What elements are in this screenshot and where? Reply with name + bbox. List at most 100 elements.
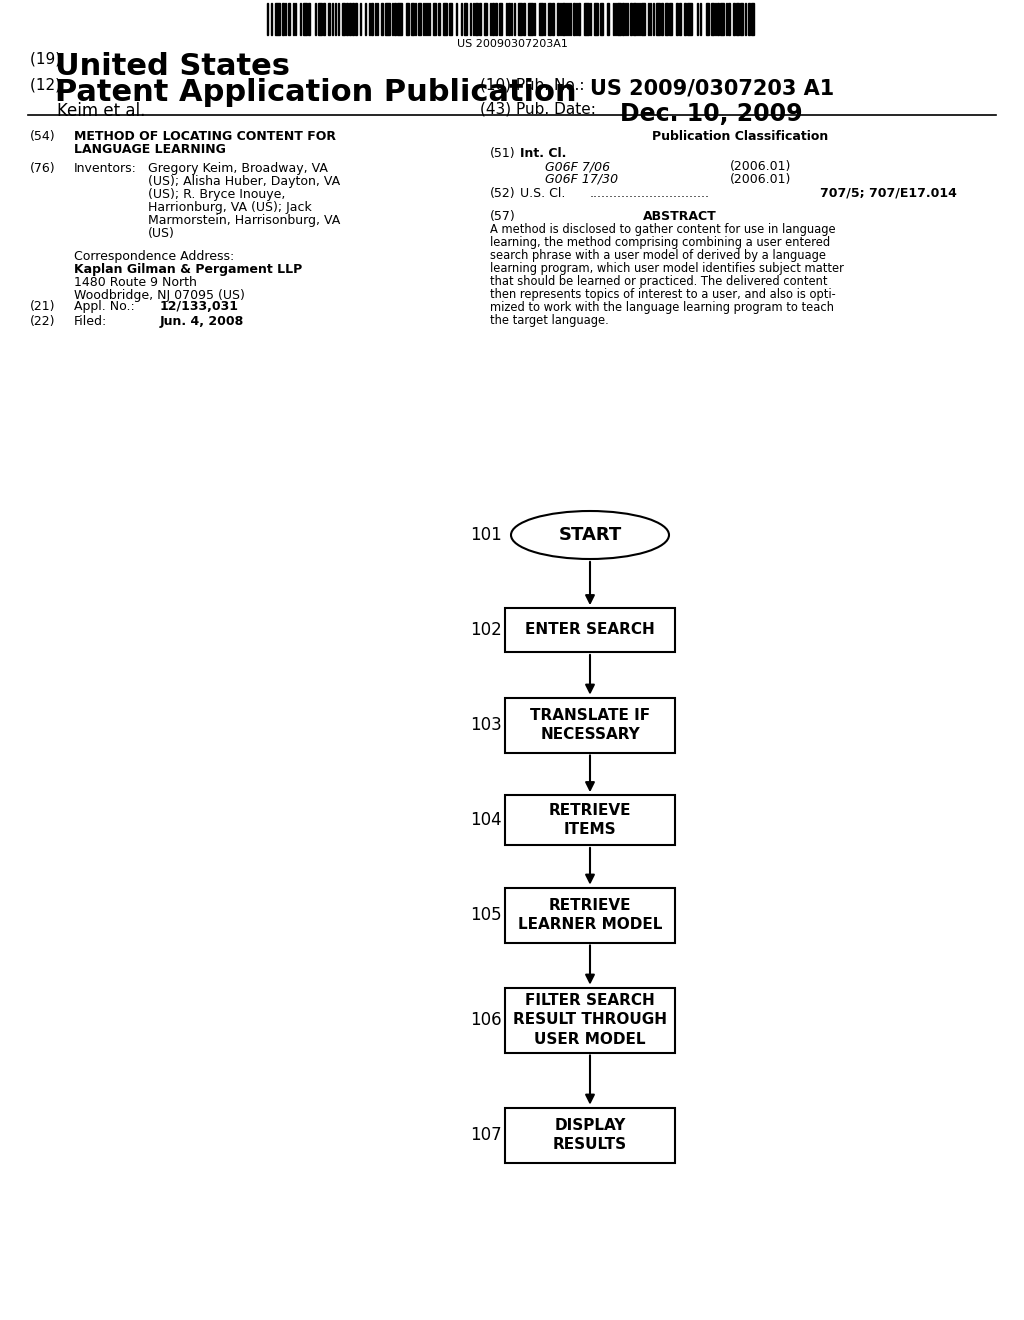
- Bar: [499, 3, 502, 36]
- Bar: [275, 3, 280, 36]
- Bar: [318, 3, 322, 36]
- Bar: [617, 3, 621, 36]
- Bar: [539, 3, 543, 36]
- Text: Keim et al.: Keim et al.: [57, 102, 145, 120]
- Text: (43) Pub. Date:: (43) Pub. Date:: [480, 102, 596, 117]
- Bar: [684, 3, 686, 36]
- Bar: [630, 3, 632, 36]
- Bar: [397, 3, 402, 36]
- Text: Int. Cl.: Int. Cl.: [520, 147, 566, 160]
- Bar: [562, 3, 565, 36]
- Bar: [443, 3, 447, 36]
- Bar: [308, 3, 310, 36]
- Bar: [411, 3, 414, 36]
- Bar: [282, 3, 284, 36]
- Bar: [728, 3, 730, 36]
- Text: Patent Application Publication: Patent Application Publication: [55, 78, 577, 107]
- Bar: [394, 3, 396, 36]
- Bar: [303, 3, 307, 36]
- Bar: [584, 3, 589, 36]
- Text: LANGUAGE LEARNING: LANGUAGE LEARNING: [74, 143, 226, 156]
- Text: RETRIEVE
LEARNER MODEL: RETRIEVE LEARNER MODEL: [518, 898, 663, 932]
- Bar: [385, 3, 390, 36]
- Text: the target language.: the target language.: [490, 314, 608, 327]
- Bar: [475, 3, 478, 36]
- Bar: [349, 3, 351, 36]
- Text: Filed:: Filed:: [74, 315, 108, 327]
- Text: Publication Classification: Publication Classification: [652, 129, 828, 143]
- Text: Appl. No.:: Appl. No.:: [74, 300, 135, 313]
- Text: 103: 103: [470, 715, 502, 734]
- Text: Marmorstein, Harrisonburg, VA: Marmorstein, Harrisonburg, VA: [148, 214, 340, 227]
- Text: mized to work with the language learning program to teach: mized to work with the language learning…: [490, 301, 834, 314]
- Text: learning program, which user model identifies subject matter: learning program, which user model ident…: [490, 261, 844, 275]
- Bar: [552, 3, 554, 36]
- Text: Inventors:: Inventors:: [74, 162, 137, 176]
- Bar: [449, 3, 452, 36]
- Text: 105: 105: [470, 906, 502, 924]
- Text: U.S. Cl.: U.S. Cl.: [520, 187, 565, 201]
- Bar: [687, 3, 692, 36]
- Bar: [748, 3, 750, 36]
- Bar: [736, 3, 739, 36]
- Bar: [518, 3, 522, 36]
- Text: ENTER SEARCH: ENTER SEARCH: [525, 623, 655, 638]
- Text: that should be learned or practiced. The delivered content: that should be learned or practiced. The…: [490, 275, 827, 288]
- Bar: [656, 3, 660, 36]
- Text: (21): (21): [30, 300, 55, 313]
- Bar: [578, 3, 580, 36]
- Text: Gregory Keim, Broadway, VA: Gregory Keim, Broadway, VA: [148, 162, 328, 176]
- Bar: [495, 3, 497, 36]
- Text: RETRIEVE
ITEMS: RETRIEVE ITEMS: [549, 803, 631, 837]
- Bar: [418, 3, 421, 36]
- Text: FILTER SEARCH
RESULT THROUGH
USER MODEL: FILTER SEARCH RESULT THROUGH USER MODEL: [513, 993, 667, 1047]
- Bar: [484, 3, 487, 36]
- Bar: [706, 3, 709, 36]
- Text: (2006.01): (2006.01): [730, 173, 792, 186]
- Bar: [557, 3, 559, 36]
- Bar: [622, 3, 624, 36]
- Text: Jun. 4, 2008: Jun. 4, 2008: [160, 315, 245, 327]
- Bar: [528, 3, 534, 36]
- Text: 1480 Route 9 North: 1480 Route 9 North: [74, 276, 197, 289]
- Text: (12): (12): [30, 78, 66, 92]
- Text: TRANSLATE IF
NECESSARY: TRANSLATE IF NECESSARY: [530, 708, 650, 742]
- Bar: [464, 3, 467, 36]
- Text: learning, the method comprising combining a user entered: learning, the method comprising combinin…: [490, 236, 830, 249]
- Bar: [717, 3, 719, 36]
- Text: (2006.01): (2006.01): [730, 160, 792, 173]
- Bar: [323, 3, 325, 36]
- Bar: [433, 3, 436, 36]
- Bar: [641, 3, 645, 36]
- Bar: [492, 3, 494, 36]
- Bar: [352, 3, 354, 36]
- Bar: [733, 3, 735, 36]
- Bar: [508, 3, 510, 36]
- Text: 12/133,031: 12/133,031: [160, 300, 239, 313]
- Text: (10) Pub. No.:: (10) Pub. No.:: [480, 78, 585, 92]
- Text: (US): (US): [148, 227, 175, 240]
- Bar: [355, 3, 357, 36]
- Text: G06F 17/30: G06F 17/30: [545, 173, 618, 186]
- Bar: [523, 3, 525, 36]
- Text: ..............................: ..............................: [590, 187, 710, 201]
- Bar: [711, 3, 714, 36]
- Bar: [346, 3, 348, 36]
- Text: G06F 7/06: G06F 7/06: [545, 160, 610, 173]
- Bar: [665, 3, 668, 36]
- Bar: [548, 3, 551, 36]
- Text: (54): (54): [30, 129, 55, 143]
- Bar: [679, 3, 681, 36]
- Text: (52): (52): [490, 187, 516, 201]
- Bar: [438, 3, 440, 36]
- Text: US 20090307203A1: US 20090307203A1: [457, 40, 567, 49]
- Bar: [381, 3, 383, 36]
- Text: (22): (22): [30, 315, 55, 327]
- Bar: [573, 3, 575, 36]
- Bar: [740, 3, 743, 36]
- Bar: [720, 3, 724, 36]
- Bar: [607, 3, 609, 36]
- Text: Kaplan Gilman & Pergament LLP: Kaplan Gilman & Pergament LLP: [74, 263, 302, 276]
- Text: search phrase with a user model of derived by a language: search phrase with a user model of deriv…: [490, 249, 826, 261]
- Text: Harrionburg, VA (US); Jack: Harrionburg, VA (US); Jack: [148, 201, 311, 214]
